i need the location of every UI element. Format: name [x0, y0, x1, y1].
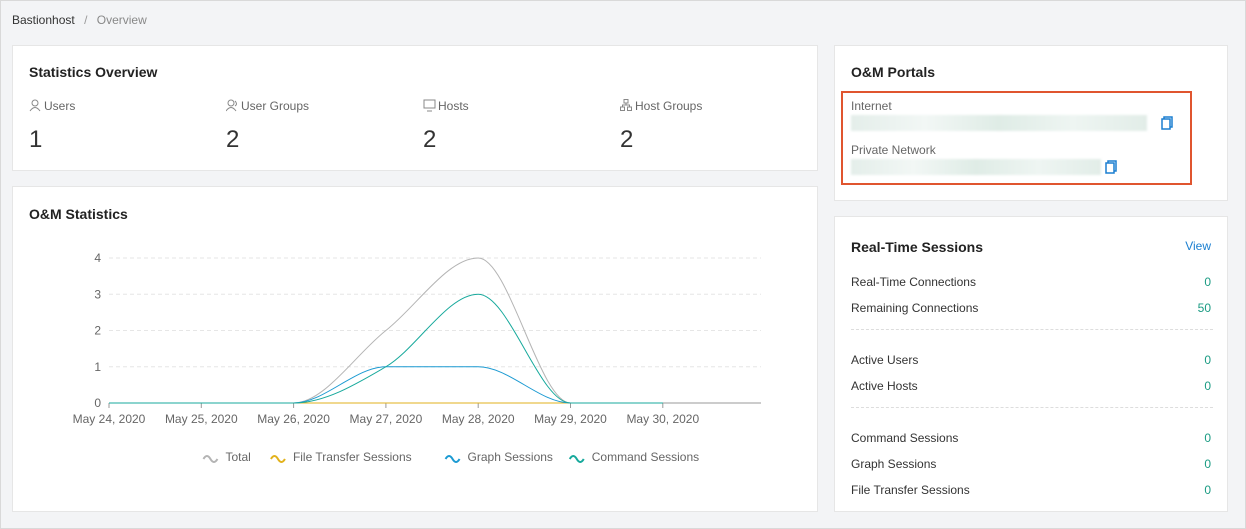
- redacted-address: [851, 159, 1101, 175]
- copy-icon[interactable]: [1105, 160, 1117, 174]
- x-tick-label: May 29, 2020: [534, 412, 607, 426]
- copy-icon[interactable]: [1161, 116, 1173, 130]
- session-label: File Transfer Sessions: [851, 483, 970, 497]
- om-statistics-card: O&M Statistics 0 1 2 3 4 May 24, 2020 May 25, …: [12, 186, 818, 512]
- stat-value: 1: [29, 126, 43, 153]
- stat-icon: [423, 99, 436, 112]
- highlight-box: [841, 91, 1192, 185]
- session-value: 50: [1197, 301, 1211, 315]
- x-tick-label: May 30, 2020: [626, 412, 699, 426]
- stat-icon: [226, 99, 237, 112]
- series-line: [108, 293, 663, 404]
- session-value: 0: [1204, 431, 1211, 445]
- legend-icon: [568, 455, 585, 463]
- y-tick-label: 2: [94, 324, 101, 338]
- sessions-card: Real-Time Sessions View Real-Time Connec…: [834, 216, 1228, 512]
- session-label: Real-Time Connections: [851, 275, 976, 289]
- portal-label: Private Network: [851, 143, 936, 157]
- legend-label: File Transfer Sessions: [293, 450, 412, 464]
- session-value: 0: [1204, 353, 1211, 367]
- session-label: Graph Sessions: [851, 457, 937, 471]
- x-tick-label: May 28, 2020: [442, 412, 515, 426]
- divider: [851, 407, 1213, 408]
- y-tick-label: 4: [94, 251, 101, 265]
- stat-label: User Groups: [241, 99, 310, 113]
- breadcrumb-item[interactable]: Bastionhost: [12, 13, 75, 27]
- session-label: Remaining Connections: [851, 301, 979, 315]
- legend-icon: [444, 455, 461, 463]
- session-value: 0: [1204, 483, 1211, 497]
- card-title: Statistics Overview: [29, 64, 158, 80]
- view-link[interactable]: View: [1185, 239, 1211, 253]
- stat-icon: [620, 99, 632, 111]
- breadcrumb-item: Overview: [96, 13, 147, 27]
- legend-label: Total: [225, 450, 250, 464]
- stat-label: Host Groups: [635, 99, 703, 113]
- x-tick-label: May 24, 2020: [73, 412, 146, 426]
- stat-value: 2: [423, 126, 437, 153]
- y-tick-label: 0: [94, 396, 101, 410]
- statistics-card: Statistics Overview Users 1 User Groups 2 Ho…: [12, 45, 818, 171]
- stat-icon: [29, 99, 41, 112]
- divider: [851, 329, 1213, 330]
- series-line: [108, 366, 663, 404]
- legend-icon: [270, 455, 286, 463]
- chart: 0 1 2 3 4 May 24, 2020 May 25, 2020 May 26, 202…: [73, 251, 761, 464]
- redacted-address: [851, 115, 1147, 131]
- breadcrumb: Bastionhost / Overview: [12, 13, 147, 27]
- session-value: 0: [1204, 457, 1211, 471]
- breadcrumb-separator: /: [84, 13, 88, 27]
- legend-label: Command Sessions: [592, 450, 699, 464]
- stat-value: 2: [226, 126, 240, 153]
- card-title: O&M Statistics: [29, 206, 128, 222]
- stat-label: Hosts: [438, 99, 469, 113]
- legend-icon: [202, 455, 219, 463]
- stat-value: 2: [620, 126, 634, 153]
- session-label: Active Hosts: [851, 379, 918, 393]
- x-tick-label: May 25, 2020: [165, 412, 238, 426]
- portals-card: O&M Portals Internet Private Network: [834, 45, 1228, 201]
- card-title: Real-Time Sessions: [851, 239, 984, 255]
- x-tick-label: May 26, 2020: [257, 412, 330, 426]
- session-value: 0: [1204, 379, 1211, 393]
- portal-label: Internet: [851, 99, 892, 113]
- card-title: O&M Portals: [851, 64, 936, 80]
- session-label: Active Users: [851, 353, 919, 367]
- y-tick-label: 3: [94, 287, 101, 301]
- session-value: 0: [1204, 275, 1211, 289]
- stat-label: Users: [44, 99, 76, 113]
- session-label: Command Sessions: [851, 431, 959, 445]
- legend-label: Graph Sessions: [468, 450, 553, 464]
- x-tick-label: May 27, 2020: [350, 412, 423, 426]
- y-tick-label: 1: [94, 360, 101, 374]
